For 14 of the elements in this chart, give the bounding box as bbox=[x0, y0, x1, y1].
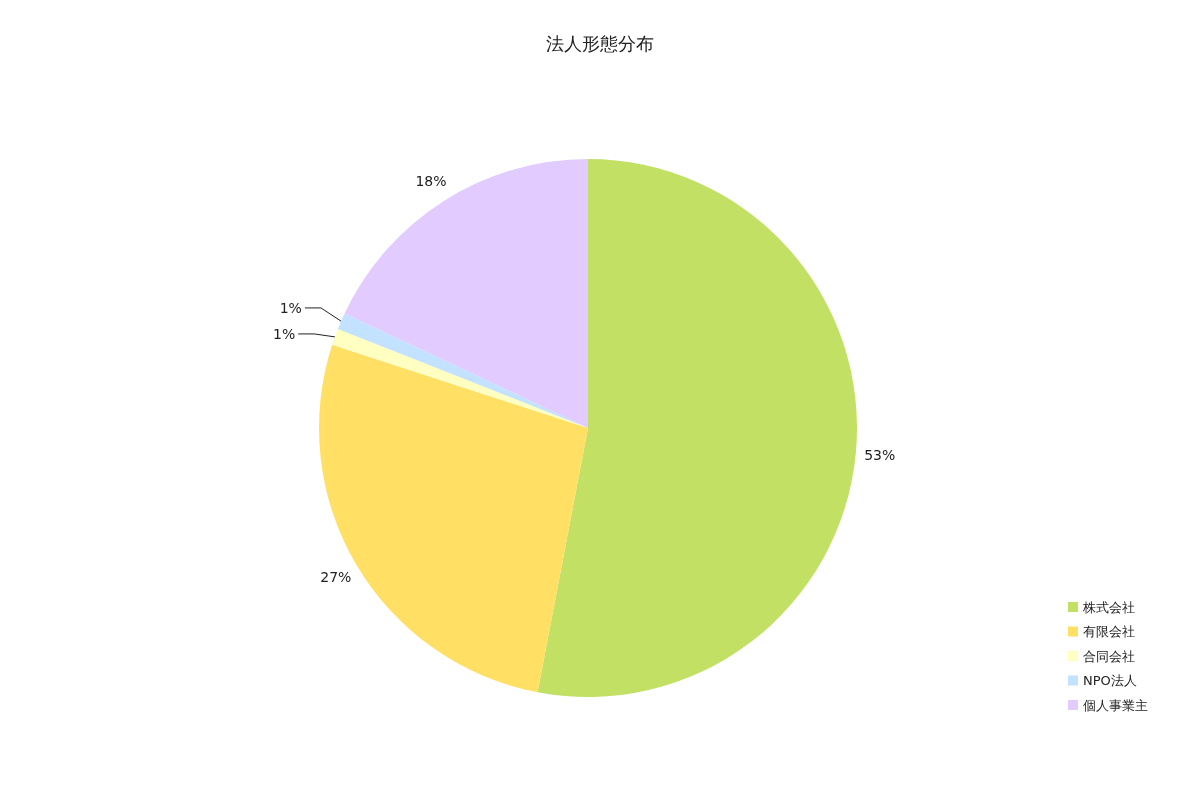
legend-label: NPO法人 bbox=[1083, 673, 1137, 689]
chart-title: 法人形態分布 bbox=[546, 33, 654, 54]
legend-label: 個人事業主 bbox=[1083, 697, 1148, 713]
data-label: 53% bbox=[864, 447, 896, 464]
legend-label: 合同会社 bbox=[1083, 648, 1135, 664]
pie-slice bbox=[537, 159, 857, 697]
legend-label: 有限会社 bbox=[1083, 624, 1135, 640]
data-label: 18% bbox=[415, 172, 447, 189]
data-label: 1% bbox=[272, 325, 296, 342]
pie-slice bbox=[319, 344, 588, 693]
data-label: 27% bbox=[320, 569, 352, 586]
data-label: 1% bbox=[279, 299, 302, 316]
legend-label: 株式会社 bbox=[1082, 599, 1135, 615]
pie-slice bbox=[344, 159, 588, 428]
